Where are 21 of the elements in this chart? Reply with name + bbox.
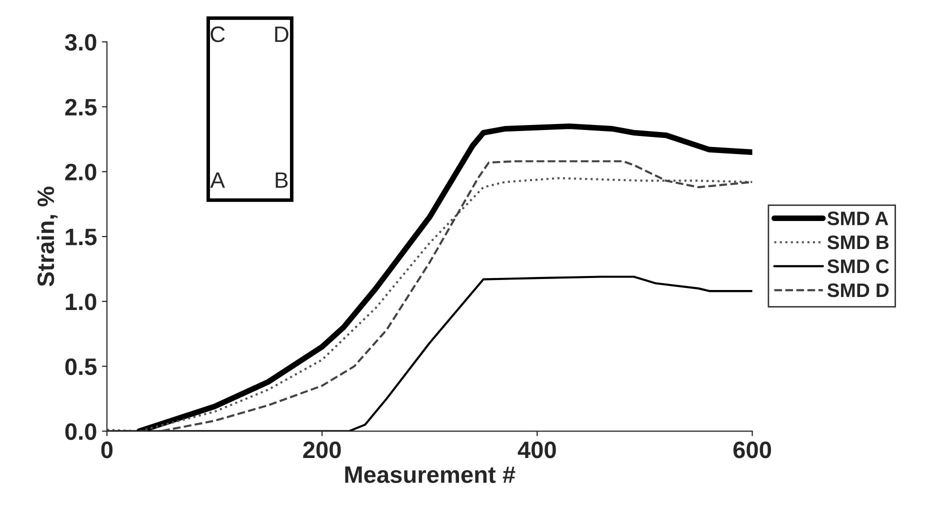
legend-label: SMD D — [827, 283, 889, 298]
y-tick-label: 1.0 — [66, 293, 96, 310]
annotation: D — [275, 26, 288, 42]
y-tick-label: 0.0 — [65, 423, 96, 440]
y-axis-title: Strain, % — [36, 186, 58, 286]
y-tick-label: 1.5 — [66, 228, 97, 246]
legend-label: SMD C — [827, 259, 889, 274]
x-tick-label: 400 — [518, 442, 556, 458]
legend-label: SMD B — [827, 235, 889, 250]
annotation: A — [210, 172, 225, 188]
annotation: B — [276, 172, 288, 188]
x-tick-label: 600 — [733, 442, 772, 458]
y-tick-label: 3.0 — [64, 34, 96, 51]
legend-label: SMD A — [827, 212, 888, 226]
y-tick-label: 2.0 — [65, 164, 96, 180]
annotation: C — [210, 26, 225, 42]
x-tick-label: 0 — [101, 442, 113, 458]
y-tick-label: 0.5 — [65, 358, 97, 376]
y-tick-label: 2.5 — [65, 98, 97, 116]
x-tick-label: 200 — [303, 442, 341, 458]
x-axis-title: Measurement # — [345, 466, 516, 484]
